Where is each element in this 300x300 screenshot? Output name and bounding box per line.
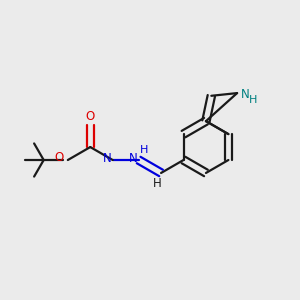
Text: O: O [85,110,95,123]
Text: H: H [153,177,162,190]
Text: O: O [54,151,64,164]
Text: N: N [241,88,250,101]
Text: H: H [249,94,257,105]
Text: N: N [129,152,138,165]
Text: N: N [103,152,112,165]
Text: H: H [140,145,148,155]
